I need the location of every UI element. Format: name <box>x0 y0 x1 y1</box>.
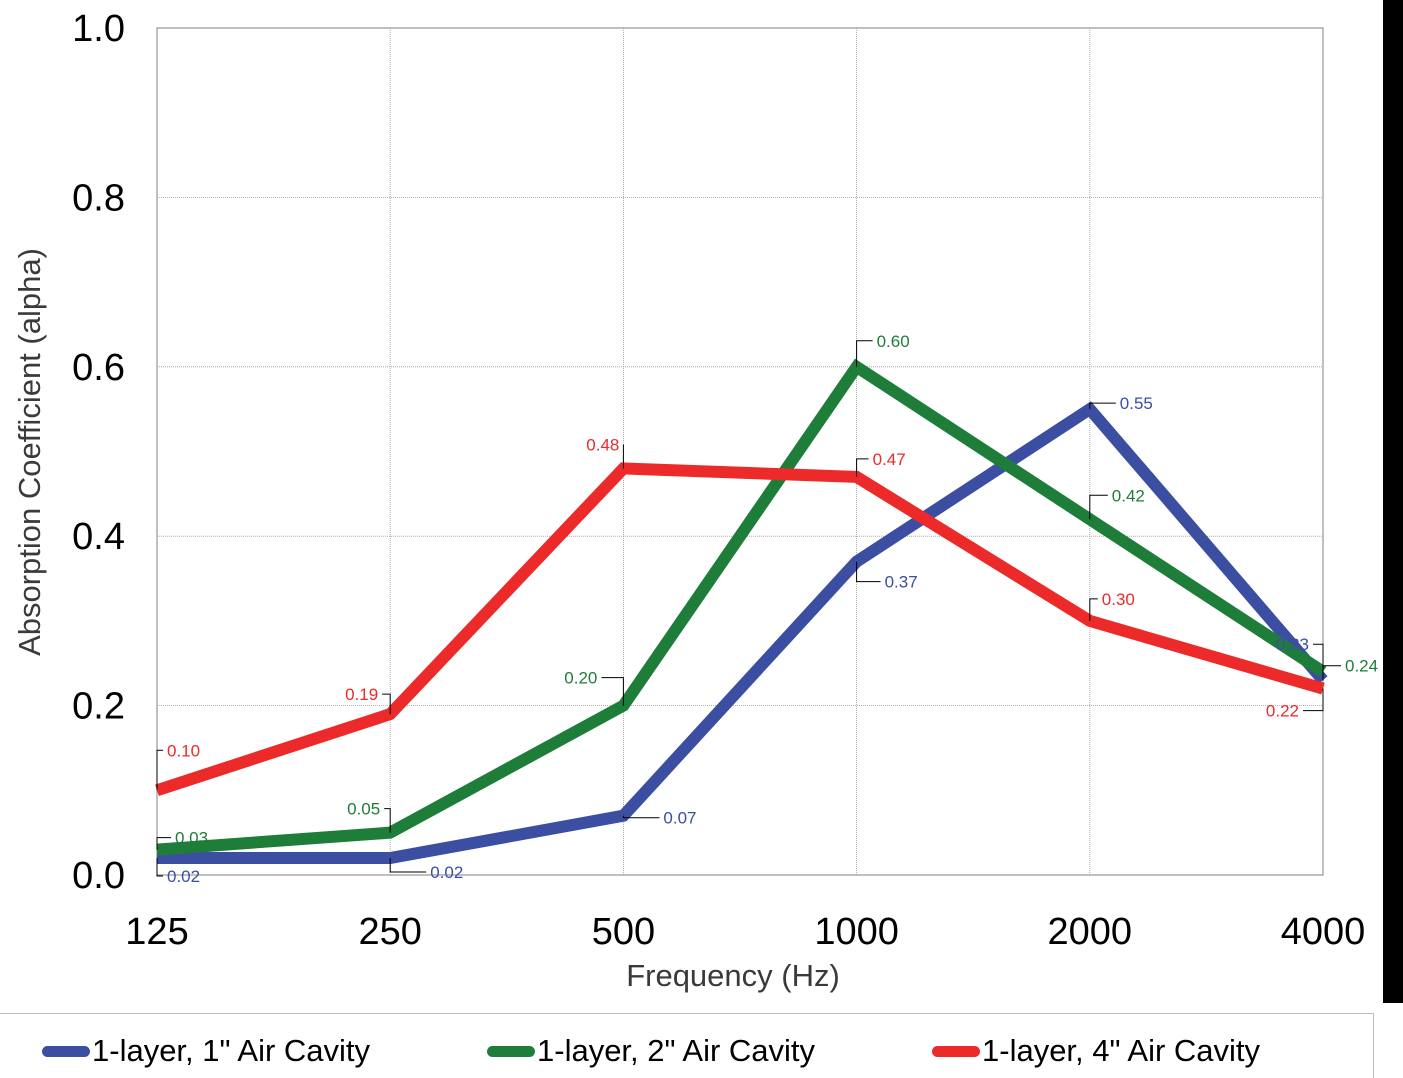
x-axis-ticks: 125 250 500 1000 2000 4000 <box>125 911 1365 953</box>
data-label-1-2: 0.20 <box>564 669 597 688</box>
x-tick-label: 1000 <box>814 911 899 953</box>
right-edge-bar <box>1383 0 1403 1003</box>
data-label-0-5: 0.23 <box>1276 635 1309 654</box>
data-label-2-4: 0.30 <box>1102 590 1135 609</box>
x-tick-label: 125 <box>125 911 188 953</box>
legend-swatch-2in <box>487 1045 535 1057</box>
data-label-leader <box>856 340 873 367</box>
series-line-2 <box>155 462 1325 797</box>
data-label-leader <box>382 693 391 715</box>
data-label-0-1: 0.02 <box>430 863 463 882</box>
data-label-1-4: 0.42 <box>1112 486 1145 505</box>
legend-label-1in: 1-layer, 1" Air Cavity <box>92 1033 371 1068</box>
y-tick-label: 0.0 <box>72 855 125 897</box>
legend-item-4in: 1-layer, 4" Air Cavity <box>932 1033 1261 1068</box>
legend-item-1in: 1-layer, 1" Air Cavity <box>42 1033 371 1068</box>
data-label-1-0: 0.03 <box>175 829 208 848</box>
data-label-leader <box>856 458 869 477</box>
data-label-leader <box>156 749 163 791</box>
data-label-1-3: 0.60 <box>877 332 910 351</box>
y-tick-label: 1.0 <box>72 8 125 50</box>
x-tick-label: 4000 <box>1281 911 1366 953</box>
data-label-0-3: 0.37 <box>885 573 918 592</box>
series-line-0 <box>157 401 1328 865</box>
data-label-leader <box>384 808 391 833</box>
legend: 1-layer, 1" Air Cavity 1-layer, 2" Air C… <box>0 1013 1374 1078</box>
x-axis-title: Frequency (Hz) <box>626 958 840 993</box>
data-label-leader <box>156 837 171 850</box>
series-lines <box>155 358 1328 865</box>
y-axis-title: Absorption Coefficient (alpha) <box>12 248 47 656</box>
x-tick-label: 500 <box>592 911 655 953</box>
line-chart: 0.0 0.2 0.4 0.6 0.8 1.0 125 250 500 1000 2000 4000… <box>12 8 1378 993</box>
data-label-leader <box>1303 688 1324 712</box>
plot-area <box>156 27 1324 876</box>
data-label-leader <box>156 858 163 877</box>
data-label-leader <box>1089 402 1116 410</box>
legend-item-2in: 1-layer, 2" Air Cavity <box>487 1033 816 1068</box>
data-label-0-0: 0.02 <box>167 867 200 886</box>
y-tick-label: 0.6 <box>72 347 125 389</box>
data-label-leader <box>622 815 660 819</box>
data-label-leader <box>1089 494 1108 520</box>
legend-swatch-4in <box>932 1045 980 1057</box>
data-label-1-1: 0.05 <box>347 800 380 819</box>
y-tick-label: 0.8 <box>72 177 125 219</box>
data-label-2-0: 0.10 <box>167 741 200 760</box>
data-label-0-2: 0.07 <box>663 809 696 828</box>
y-tick-label: 0.2 <box>72 686 125 728</box>
legend-swatch-1in <box>42 1045 90 1057</box>
data-label-2-3: 0.47 <box>873 450 906 469</box>
y-tick-label: 0.4 <box>72 516 125 558</box>
series-line-1 <box>156 358 1327 856</box>
data-label-0-4: 0.55 <box>1120 394 1153 413</box>
data-label-leader <box>1089 598 1098 621</box>
data-label-leader <box>1322 665 1341 672</box>
legend-label-2in: 1-layer, 2" Air Cavity <box>537 1033 816 1068</box>
data-label-leader <box>389 858 427 873</box>
data-labels: 0.02 0.02 0.07 0.37 0.55 0.23 0.03 0.05 0.20 0.60… <box>156 332 1378 886</box>
data-label-2-5: 0.22 <box>1266 702 1299 721</box>
data-label-2-2: 0.48 <box>586 435 619 454</box>
data-label-1-5: 0.24 <box>1345 657 1378 676</box>
data-label-2-1: 0.19 <box>345 685 378 704</box>
data-label-leader <box>601 677 624 706</box>
legend-label-4in: 1-layer, 4" Air Cavity <box>982 1033 1261 1068</box>
x-tick-label: 250 <box>358 911 421 953</box>
data-label-leader <box>856 561 881 583</box>
y-axis-ticks: 0.0 0.2 0.4 0.6 0.8 1.0 <box>72 8 125 897</box>
x-tick-label: 2000 <box>1048 911 1133 953</box>
